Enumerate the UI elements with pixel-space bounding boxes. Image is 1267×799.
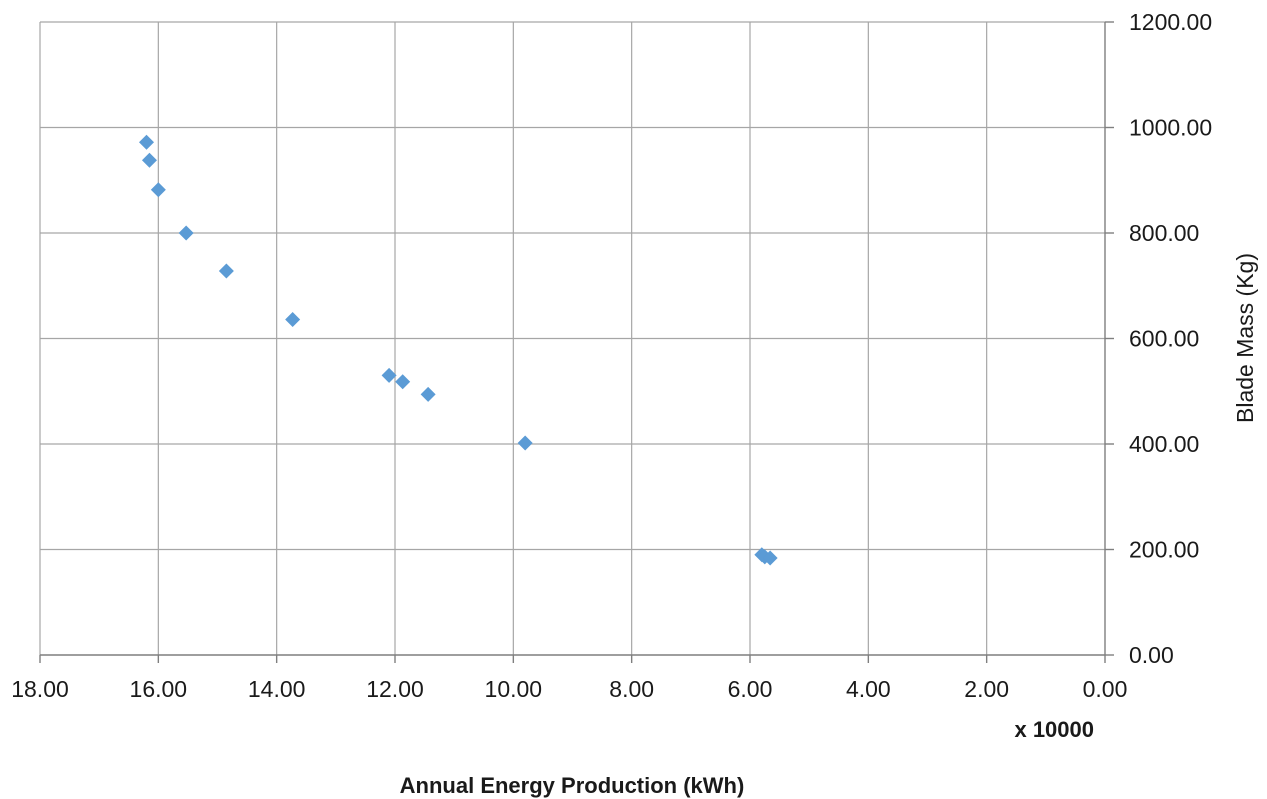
data-point	[381, 367, 397, 383]
x-axis-title: Annual Energy Production (kWh)	[400, 773, 745, 798]
axes	[39, 21, 1114, 663]
y-axis-tick-labels: 0.00 200.00 400.00 600.00 800.00 1000.00 1200.…	[1129, 9, 1212, 668]
data-point	[762, 550, 778, 566]
horizontal-gridlines	[40, 21, 1105, 551]
data-points	[139, 134, 778, 566]
y-tick-label: 0.00	[1129, 642, 1174, 668]
data-point	[420, 386, 436, 402]
x-tick-label: 12.00	[366, 676, 424, 702]
data-point	[150, 182, 166, 198]
x-tick-label: 4.00	[846, 676, 891, 702]
x-tick-label: 14.00	[248, 676, 306, 702]
x-tick-label: 2.00	[964, 676, 1009, 702]
x-tick-label: 18.00	[11, 676, 69, 702]
y-tick-label: 600.00	[1129, 326, 1199, 352]
x-tick-label: 16.00	[130, 676, 188, 702]
x-tick-label: 0.00	[1083, 676, 1128, 702]
x-tick-label: 8.00	[609, 676, 654, 702]
y-tick-label: 200.00	[1129, 537, 1199, 563]
x-axis-tick-labels: 18.00 16.00 14.00 12.00 10.00 8.00 6.00 4.00 2.0…	[11, 676, 1127, 702]
data-point	[285, 312, 301, 328]
y-axis-title: Blade Mass (Kg)	[1232, 253, 1258, 423]
y-tick-label: 1200.00	[1129, 9, 1212, 35]
data-point	[178, 225, 194, 241]
y-tick-label: 400.00	[1129, 431, 1199, 457]
data-point	[141, 152, 157, 168]
data-point	[395, 374, 411, 390]
x-tick-label: 6.00	[728, 676, 773, 702]
x-axis-multiplier-label: x 10000	[1014, 717, 1094, 742]
data-point	[139, 134, 154, 150]
x-tick-label: 10.00	[485, 676, 543, 702]
data-point	[517, 435, 533, 451]
y-tick-label: 1000.00	[1129, 115, 1212, 141]
data-point	[218, 263, 234, 279]
y-tick-label: 800.00	[1129, 220, 1199, 246]
